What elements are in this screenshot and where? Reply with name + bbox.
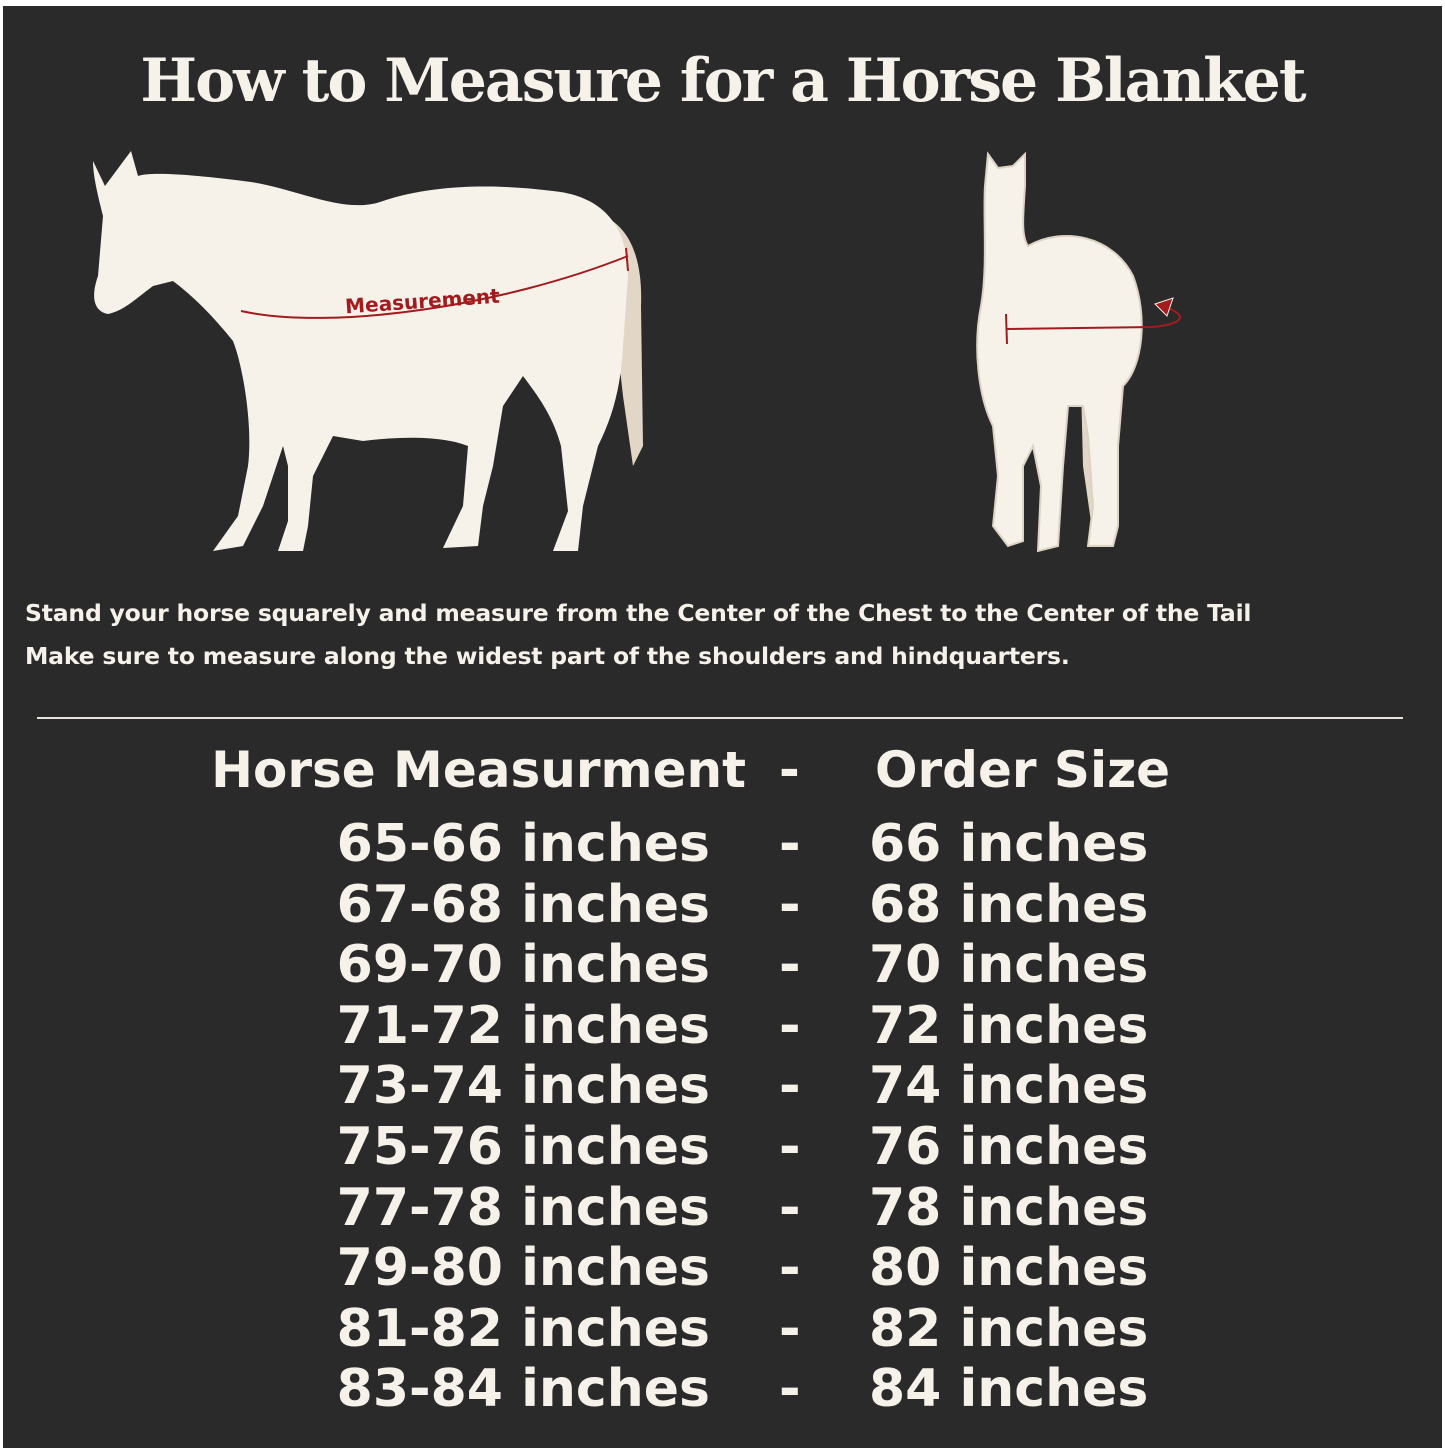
separator-cell: - [779,1238,801,1299]
size-cell: 76 inches [869,1117,1149,1177]
size-cell: 74 inches [869,1056,1149,1117]
header-horse-measurement: Horse Measurment [211,741,746,799]
measurement-cell: 79-80 inches [336,1238,710,1299]
table-row: 71-72 inches - 72 inches [3,996,1442,1056]
table-header: Horse Measurment - Order Size [3,741,1442,801]
size-cell: 68 inches [869,874,1149,935]
table-row: 69-70 inches - 70 inches [3,935,1442,995]
horse-front-view-icon [976,151,1181,553]
separator-cell: - [779,995,801,1056]
separator-cell: - [779,1298,801,1359]
separator-cell: - [779,935,801,996]
measurement-cell: 75-76 inches [336,1117,710,1177]
size-cell: 84 inches [869,1359,1149,1420]
measurement-cell: 67-68 inches [336,874,710,935]
table-row: 73-74 inches - 74 inches [3,1056,1442,1116]
separator-cell: - [779,1117,801,1177]
measurement-cell: 69-70 inches [336,935,710,996]
page-title: How to Measure for a Horse Blanket [140,46,1306,116]
table-row: 81-82 inches - 82 inches [3,1299,1442,1359]
separator-cell: - [779,814,801,874]
separator-cell: - [779,1056,801,1117]
size-cell: 82 inches [869,1298,1149,1359]
measurement-cell: 81-82 inches [336,1298,710,1359]
size-cell: 80 inches [869,1238,1149,1299]
horse-side-view-icon: Measurement [93,151,643,551]
table-row: 77-78 inches - 78 inches [3,1178,1442,1238]
size-cell: 66 inches [869,814,1149,874]
instruction-line-1: Stand your horse squarely and measure fr… [25,599,1252,627]
separator-cell: - [779,874,801,935]
table-row: 79-80 inches - 80 inches [3,1238,1442,1298]
size-cell: 78 inches [869,1177,1149,1238]
infographic-panel: How to Measure for a Horse Blanket Measu… [3,6,1442,1448]
table-row: 65-66 inches - 66 inches [3,814,1442,874]
separator-cell: - [779,1359,801,1420]
divider [37,717,1403,719]
size-cell: 70 inches [869,935,1149,996]
size-cell: 72 inches [869,995,1149,1056]
header-order-size: Order Size [875,741,1171,799]
instruction-line-2: Make sure to measure along the widest pa… [25,642,1070,670]
measurement-cell: 73-74 inches [336,1056,710,1117]
separator-cell: - [779,1177,801,1238]
measurement-cell: 77-78 inches [336,1177,710,1238]
table-row: 67-68 inches - 68 inches [3,875,1442,935]
table-row: 75-76 inches - 76 inches [3,1117,1442,1177]
measurement-cell: 65-66 inches [336,814,710,874]
header-separator: - [779,741,800,799]
table-row: 83-84 inches - 84 inches [3,1359,1442,1419]
measurement-cell: 83-84 inches [336,1359,710,1420]
measurement-cell: 71-72 inches [336,995,710,1056]
